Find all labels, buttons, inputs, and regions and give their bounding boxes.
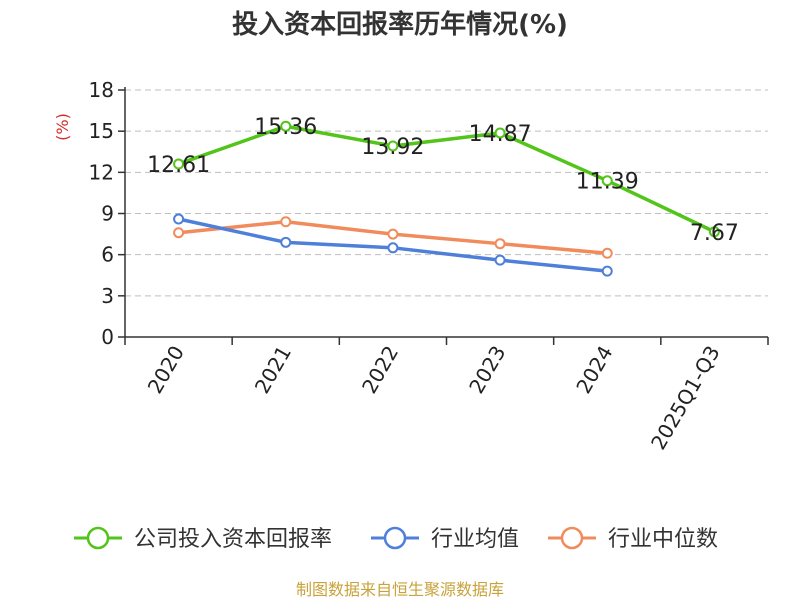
source-note: 制图数据来自恒生聚源数据库 bbox=[296, 580, 504, 599]
series-point-1 bbox=[173, 213, 185, 225]
x-tick-label: 2021 bbox=[250, 342, 296, 398]
x-tick-label: 2025Q1-Q3 bbox=[646, 342, 725, 454]
chart-title: 投入资本回报率历年情况(%) bbox=[232, 9, 568, 40]
series-point-1 bbox=[601, 265, 613, 277]
series-point-1 bbox=[280, 236, 292, 248]
series-point-2 bbox=[173, 227, 185, 239]
y-tick-label: 3 bbox=[101, 284, 114, 308]
legend-item-industry-avg[interactable]: 行业均值 bbox=[371, 526, 519, 552]
series-line-0 bbox=[178, 124, 716, 234]
series-point-2 bbox=[387, 228, 399, 240]
x-tick-label: 2022 bbox=[357, 342, 403, 398]
legend-marker-company bbox=[86, 526, 110, 550]
series-point-0 bbox=[494, 127, 506, 139]
legend-label-industry-median: 行业中位数 bbox=[608, 527, 718, 552]
data-label: 12.61 bbox=[147, 153, 210, 178]
data-label: 14.87 bbox=[469, 122, 532, 147]
x-tick-label: 2020 bbox=[143, 342, 189, 398]
legend-label-company: 公司投入资本回报率 bbox=[134, 527, 332, 552]
series-point-2 bbox=[280, 216, 292, 228]
series-point-1 bbox=[494, 254, 506, 266]
data-label: 7.67 bbox=[690, 221, 739, 246]
series-point-0 bbox=[280, 120, 292, 132]
series-point-0 bbox=[387, 140, 399, 152]
y-tick-label: 15 bbox=[89, 119, 114, 143]
axes bbox=[118, 87, 769, 345]
series-point-0 bbox=[173, 158, 185, 170]
series-point-0 bbox=[708, 226, 720, 238]
data-label: 15.36 bbox=[254, 115, 317, 140]
legend: 公司投入资本回报率 行业均值 行业中位数 bbox=[74, 526, 718, 552]
data-label: 13.92 bbox=[361, 135, 424, 160]
series-point-1 bbox=[387, 242, 399, 254]
series-point-2 bbox=[601, 247, 613, 259]
data-labels: 12.61 15.36 13.92 14.87 11.39 7.67 bbox=[147, 115, 739, 246]
y-tick-label: 12 bbox=[89, 160, 114, 184]
legend-marker-industry-avg bbox=[383, 526, 407, 550]
legend-marker-industry-median bbox=[560, 526, 584, 550]
legend-label-industry-avg: 行业均值 bbox=[431, 527, 519, 552]
y-tick-label: 0 bbox=[101, 325, 114, 349]
legend-item-industry-median[interactable]: 行业中位数 bbox=[548, 526, 718, 552]
series-point-2 bbox=[494, 238, 506, 250]
series-point-0 bbox=[601, 175, 613, 187]
x-tick-label: 2023 bbox=[464, 342, 510, 398]
data-label: 11.39 bbox=[576, 170, 639, 195]
legend-item-company[interactable]: 公司投入资本回报率 bbox=[74, 526, 332, 552]
x-tick-labels: 2020 2021 2022 2023 2024 2025Q1-Q3 bbox=[143, 342, 725, 454]
y-tick-label: 9 bbox=[101, 202, 114, 226]
y-tick-label: 6 bbox=[101, 243, 114, 267]
series-group bbox=[173, 120, 720, 277]
y-tick-label: 18 bbox=[89, 78, 114, 102]
gridlines bbox=[125, 89, 768, 297]
y-axis-label: (%) bbox=[53, 113, 72, 141]
x-tick-label: 2024 bbox=[571, 342, 617, 398]
y-tick-labels: 0 3 6 9 12 15 18 bbox=[89, 78, 114, 349]
